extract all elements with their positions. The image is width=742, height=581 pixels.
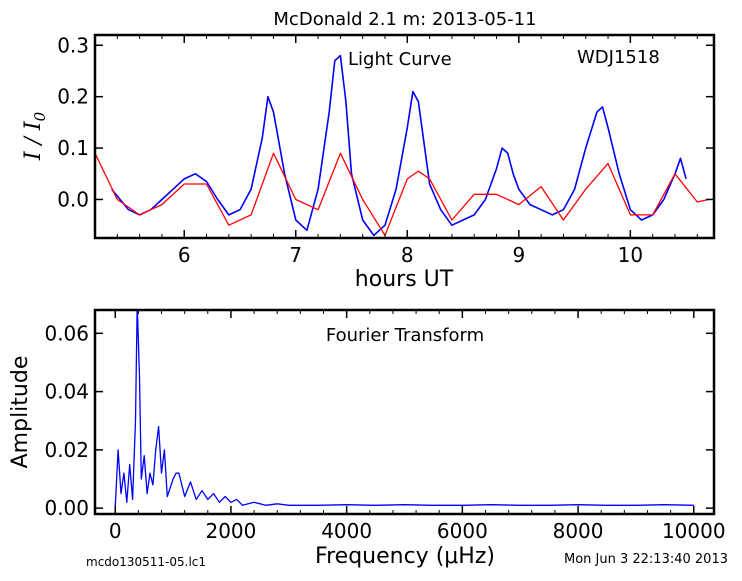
light-curve-ylabel: I / I0 [21, 111, 49, 161]
footer-right: Mon Jun 3 22:13:40 2013 [564, 552, 728, 567]
light-curve-annotation: Light Curve [348, 49, 452, 70]
fourier-annotation: Fourier Transform [326, 325, 484, 346]
fourier-transform-ytick-label: 0.02 [44, 438, 89, 462]
fourier-transform-xtick-label: 4000 [321, 519, 372, 543]
fourier-transform-series-0 [114, 310, 694, 509]
light-curve-xlabel: hours UT [355, 267, 454, 292]
fourier-xlabel: Frequency (μHz) [315, 544, 495, 569]
target-label: WDJ1518 [577, 47, 660, 68]
fourier-transform-xtick-label: 8000 [553, 519, 604, 543]
fourier-transform-xtick-label: 6000 [437, 519, 488, 543]
light-curve-xtick-label: 10 [618, 243, 643, 267]
fourier-panel: 0 2000 4000 6000 8000 10000 0.00 0.02 0.04 0.06 F… [8, 308, 726, 569]
light-curve-ytick-label: 0.3 [57, 33, 89, 57]
fourier-transform-xtick-label: 0 [109, 519, 122, 543]
fourier-transform-xtick-label: 10000 [662, 519, 726, 543]
light-curve-xtick-label: 7 [289, 243, 302, 267]
light-curve-ticks: 6 7 8 9 10 0.0 0.1 0.2 0.3 [57, 33, 714, 267]
light-curve-xtick-label: 9 [512, 243, 525, 267]
figure-title: McDonald 2.1 m: 2013-05-11 [273, 9, 536, 30]
light-curve-series-1 [95, 152, 709, 237]
fourier-transform-ytick-label: 0.06 [44, 321, 89, 345]
light-curve-xtick-label: 6 [178, 243, 191, 267]
light-curve-panel: 6 7 8 9 10 0.0 0.1 0.2 0.3 Light Curve WDJ1518 h… [21, 33, 716, 292]
light-curve-series-0 [111, 54, 687, 237]
fourier-transform-ytick-label: 0.00 [44, 496, 89, 520]
fourier-frame [93, 308, 716, 516]
light-curve-ytick-label: 0.1 [57, 136, 89, 160]
fourier-ticks: 0 2000 4000 6000 8000 10000 0.00 0.02 0.04 0.06 [44, 310, 726, 543]
footer-left: mcdo130511-05.lc1 [86, 555, 206, 569]
light-curve-ytick-label: 0.2 [57, 85, 89, 109]
light-curve-ytick-label: 0.0 [57, 187, 89, 211]
light-curve-xtick-label: 8 [401, 243, 414, 267]
fourier-ylabel: Amplitude [8, 356, 33, 469]
fourier-transform-xtick-label: 2000 [205, 519, 256, 543]
light-curve-frame [93, 33, 716, 240]
fourier-series-group [114, 310, 694, 509]
light-curve-series-group [95, 54, 709, 237]
fourier-transform-ytick-label: 0.04 [44, 380, 89, 404]
